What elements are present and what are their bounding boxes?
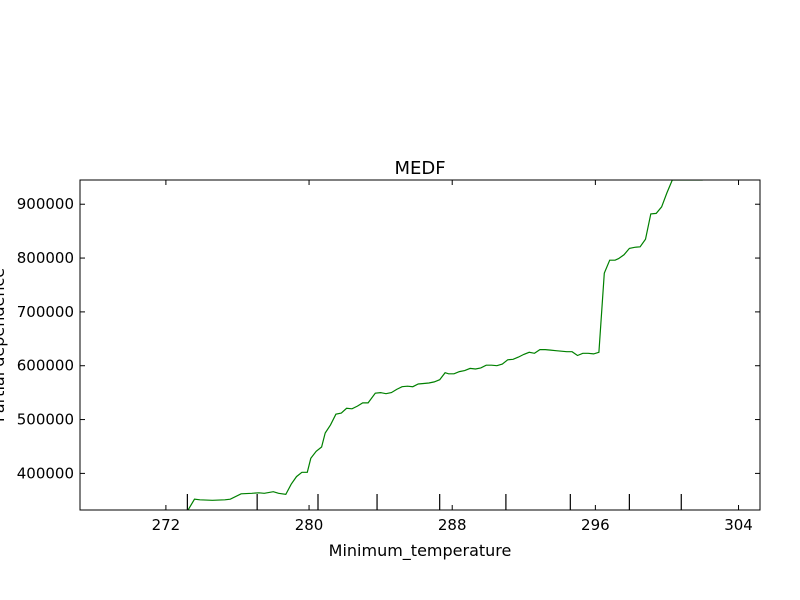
y-tick-label: 600000 [17,357,74,375]
x-tick-label: 304 [724,516,753,534]
axis-ticks [80,180,760,510]
x-tick-label: 288 [438,516,467,534]
x-tick-label: 280 [295,516,324,534]
x-tick-label: 296 [581,516,610,534]
y-tick-label: 500000 [17,411,74,429]
y-tick-labels: 400000 500000 600000 700000 800000 900000 [17,195,74,482]
y-tick-label: 700000 [17,303,74,321]
chart-title: MEDF [394,158,445,179]
x-axis-label: Minimum_temperature [329,541,512,561]
x-tick-label: 272 [152,516,181,534]
y-tick-label: 800000 [17,249,74,267]
y-tick-label: 900000 [17,195,74,213]
y-tick-label: 400000 [17,464,74,482]
rug-ticks [186,494,682,510]
y-axis-label: Partial dependence [0,268,8,422]
x-tick-labels: 272 280 288 296 304 [152,516,753,534]
plot-frame [79,179,761,511]
series-line [164,180,703,510]
